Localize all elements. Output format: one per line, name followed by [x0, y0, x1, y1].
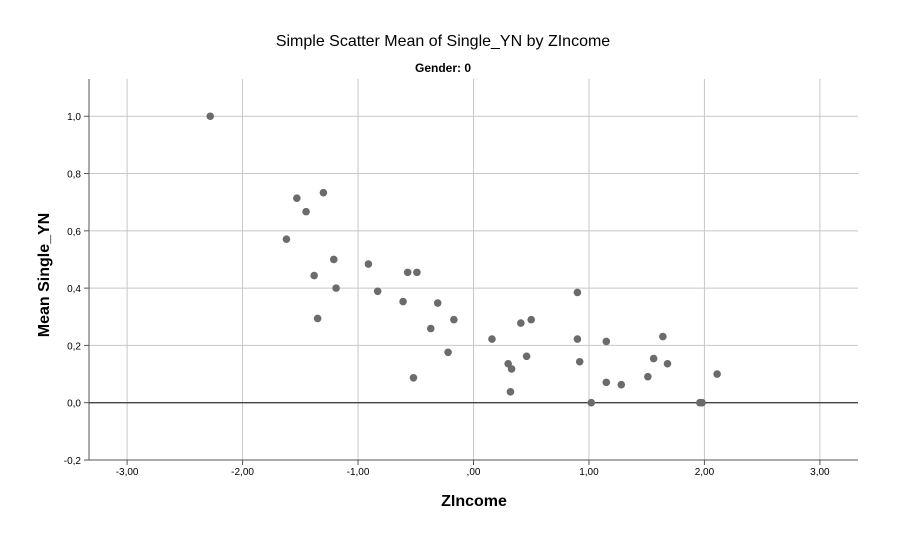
data-point: [587, 398, 596, 407]
data-point: [506, 388, 515, 396]
data-point: [522, 352, 531, 361]
data-point: [450, 315, 458, 324]
axes: [84, 79, 858, 465]
data-point: [663, 359, 672, 368]
tick-labels: -3,00 -2,00 -1,00 ,00 1,00 2,00 3,00 -0,2 0,0 0,2…: [64, 112, 830, 478]
data-point: [399, 297, 407, 306]
y-tick-label: 0,0: [67, 399, 81, 410]
x-tick-label: -3,00: [116, 467, 139, 478]
x-tick-label: -1,00: [347, 467, 370, 478]
y-tick-label: 1,0: [67, 112, 81, 123]
data-point: [644, 372, 652, 381]
data-point: [507, 365, 516, 373]
data-point: [282, 235, 291, 243]
y-tick-label: 0,4: [67, 284, 81, 295]
chart-subtitle: Gender: 0: [415, 61, 471, 75]
data-point: [433, 299, 442, 307]
data-point: [332, 284, 340, 292]
data-point: [713, 370, 721, 378]
data-point: [426, 324, 435, 333]
y-tick-label: 0,6: [67, 227, 81, 238]
data-point: [602, 378, 611, 387]
x-tick-label: 2,00: [695, 467, 715, 478]
chart-title: Simple Scatter Mean of Single_YN by ZInc…: [276, 33, 610, 50]
x-tick-label: ,00: [467, 467, 481, 478]
grid-lines: [89, 79, 858, 461]
data-point: [313, 314, 322, 323]
y-tick-label: 0,8: [67, 170, 81, 181]
data-point: [617, 380, 626, 389]
data-point: [517, 319, 525, 327]
data-point: [302, 207, 310, 216]
x-tick-label: 3,00: [810, 467, 830, 478]
y-axis-label: Mean Single_YN: [36, 213, 53, 337]
data-point: [649, 354, 658, 363]
data-point: [206, 112, 215, 121]
data-point: [488, 335, 496, 343]
data-point: [573, 288, 582, 297]
data-point: [413, 268, 421, 277]
data-point: [573, 335, 582, 343]
data-points: [206, 112, 721, 407]
data-point: [527, 315, 536, 324]
data-point: [310, 271, 318, 280]
data-point: [293, 194, 301, 202]
data-point: [329, 255, 338, 264]
data-point: [319, 188, 328, 197]
data-point: [373, 287, 382, 296]
data-point: [364, 260, 373, 268]
data-point: [409, 373, 418, 382]
y-tick-label: -0,2: [64, 456, 82, 467]
y-tick-label: 0,2: [67, 341, 81, 352]
data-point: [403, 268, 412, 277]
data-point: [444, 348, 452, 357]
data-point: [698, 398, 706, 407]
x-tick-label: 1,00: [579, 467, 599, 478]
x-axis-label: ZIncome: [441, 493, 507, 510]
data-point: [602, 337, 611, 346]
x-tick-label: -2,00: [231, 467, 254, 478]
data-point: [659, 332, 667, 341]
data-point: [575, 357, 584, 366]
